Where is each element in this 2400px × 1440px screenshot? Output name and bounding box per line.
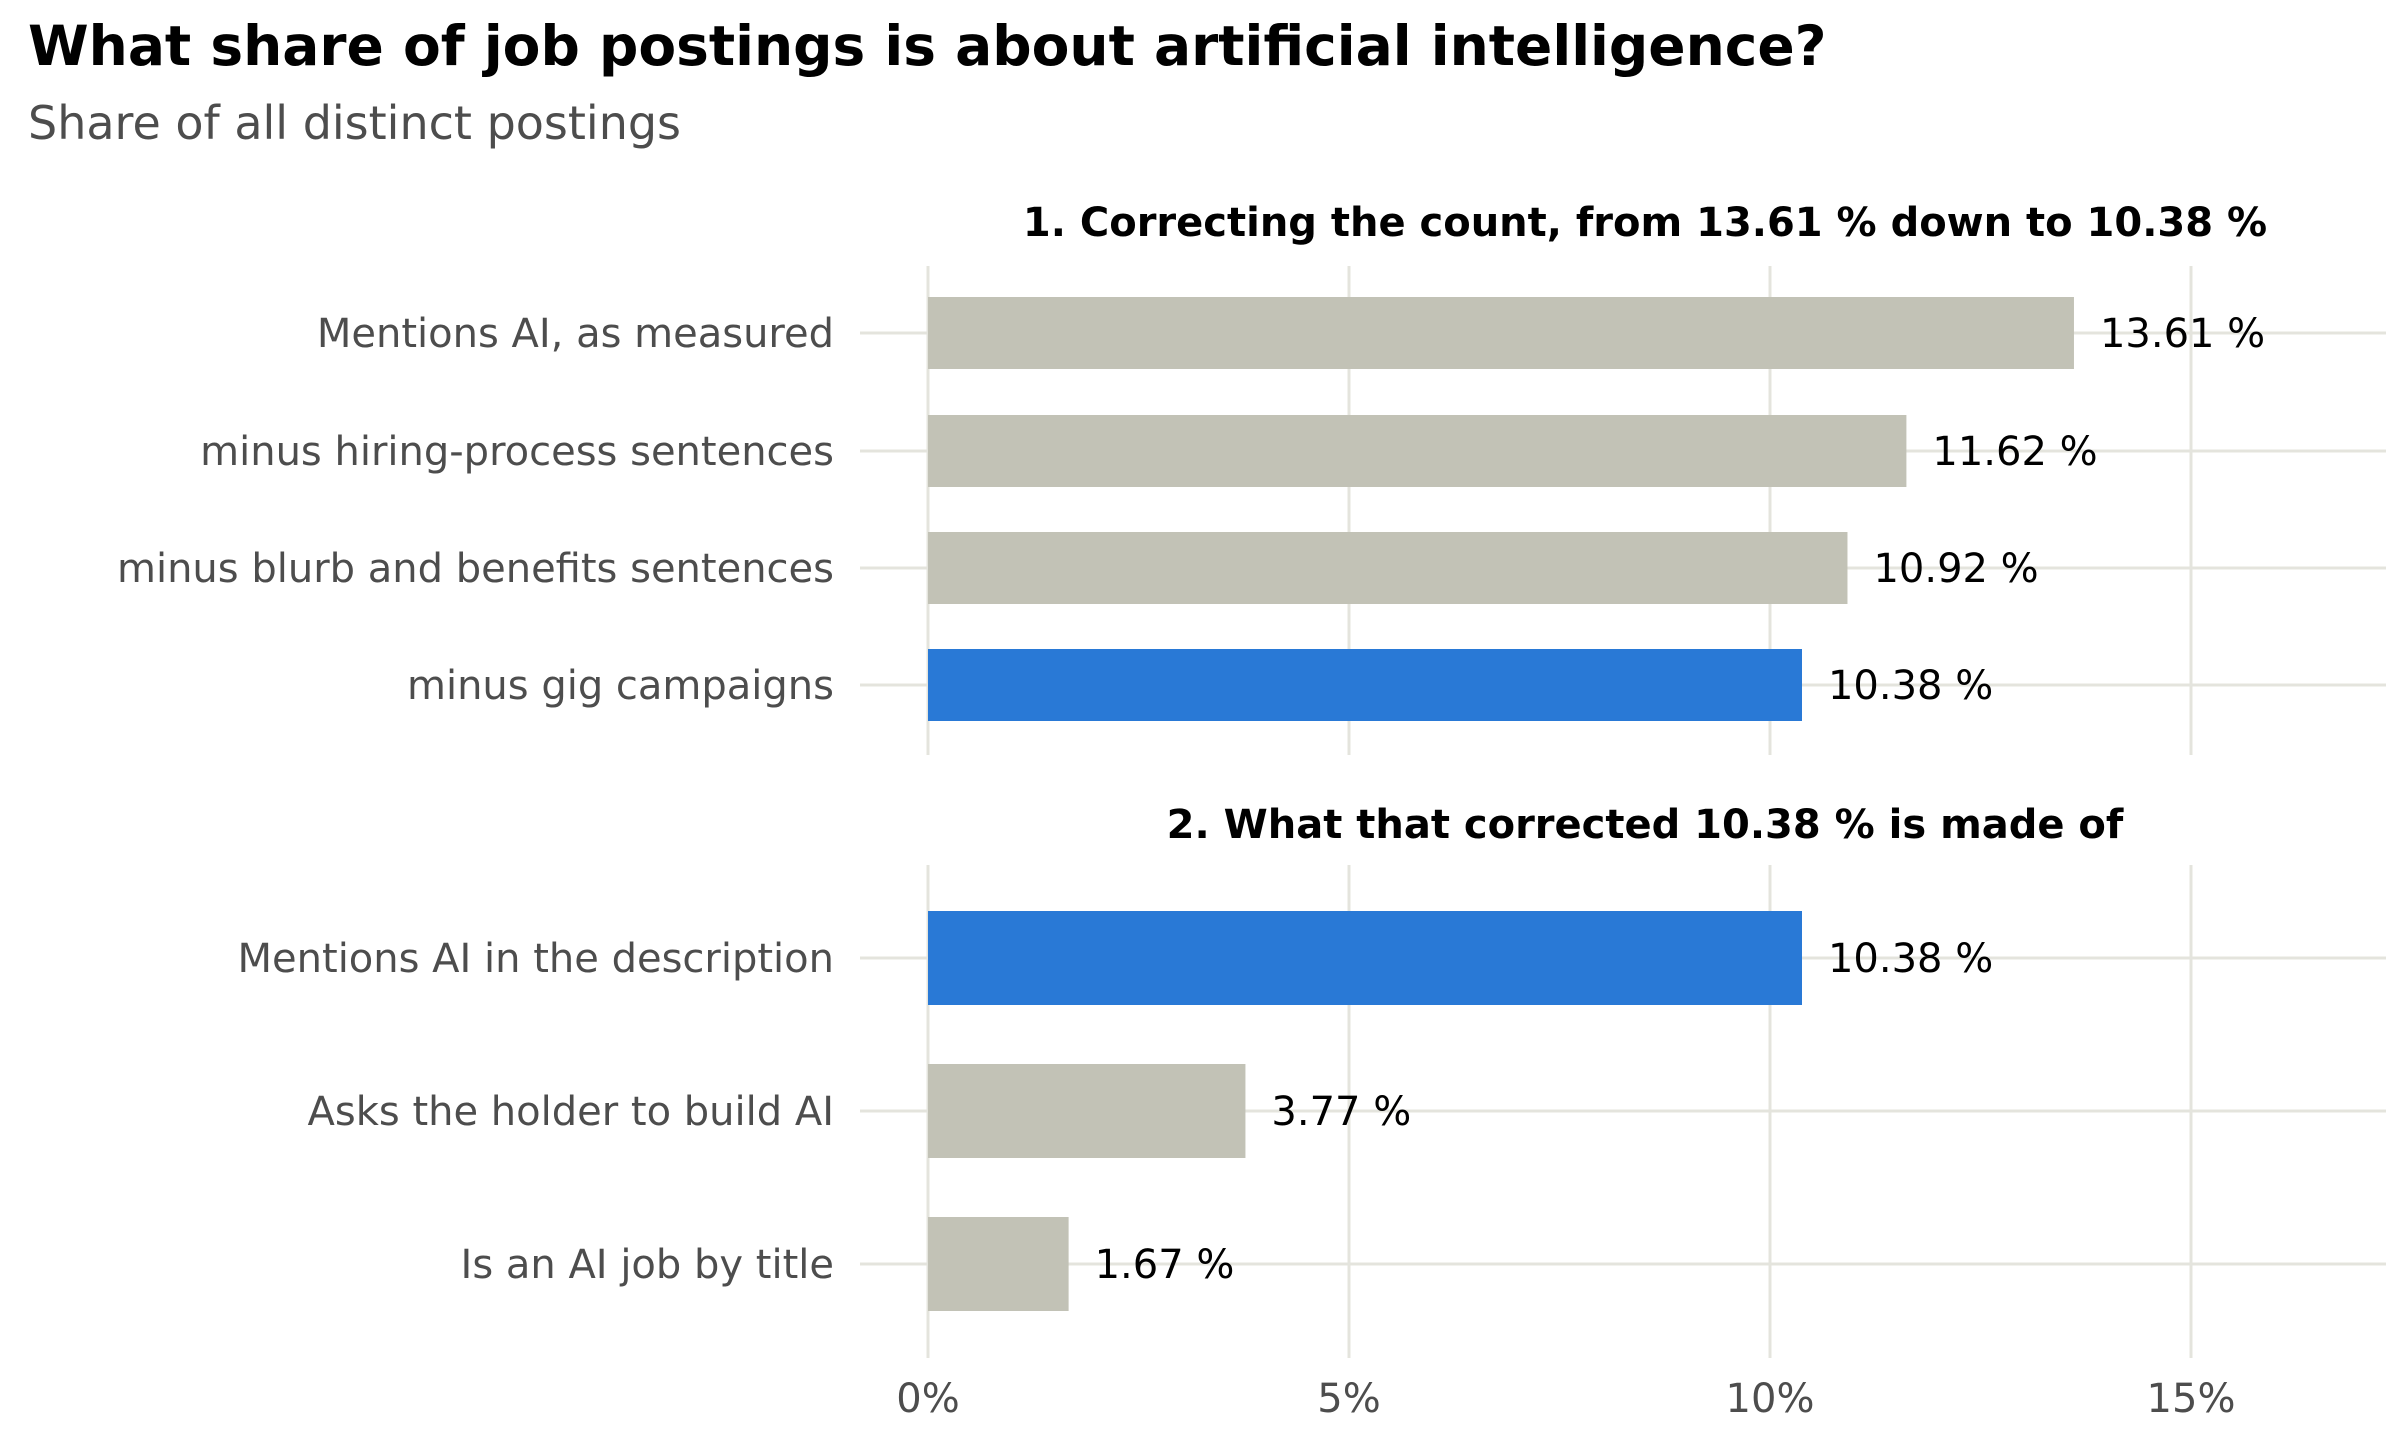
- bar: [928, 649, 1802, 721]
- category-label: Asks the holder to build AI: [308, 1089, 834, 1135]
- value-label: 10.92 %: [1873, 546, 2038, 592]
- category-label: Mentions AI in the description: [238, 936, 834, 982]
- x-tick-label: 10%: [1726, 1376, 1815, 1422]
- bar: [928, 911, 1802, 1005]
- panel-title: 1. Correcting the count, from 13.61 % do…: [1023, 200, 2267, 246]
- bar: [928, 297, 2074, 369]
- category-label: minus hiring-process sentences: [200, 429, 834, 475]
- category-label: Mentions AI, as measured: [317, 311, 834, 357]
- value-label: 13.61 %: [2100, 311, 2265, 357]
- value-label: 1.67 %: [1095, 1242, 1235, 1288]
- x-tick-label: 5%: [1317, 1376, 1380, 1422]
- category-label: minus gig campaigns: [407, 663, 834, 709]
- chart-title: What share of job postings is about arti…: [28, 14, 1827, 78]
- category-label: Is an AI job by title: [461, 1242, 834, 1288]
- value-label: 10.38 %: [1828, 936, 1993, 982]
- value-label: 11.62 %: [1932, 429, 2097, 475]
- panel-title: 2. What that corrected 10.38 % is made o…: [1167, 802, 2124, 848]
- category-label: minus blurb and benefits sentences: [117, 546, 834, 592]
- bar: [928, 1217, 1069, 1311]
- bar: [928, 532, 1848, 604]
- value-label: 3.77 %: [1271, 1089, 1411, 1135]
- value-label: 10.38 %: [1828, 663, 1993, 709]
- bar: [928, 1064, 1246, 1158]
- x-tick-label: 0%: [896, 1376, 959, 1422]
- chart-subtitle: Share of all distinct postings: [28, 96, 682, 150]
- x-tick-label: 15%: [2147, 1376, 2236, 1422]
- bar: [928, 415, 1907, 487]
